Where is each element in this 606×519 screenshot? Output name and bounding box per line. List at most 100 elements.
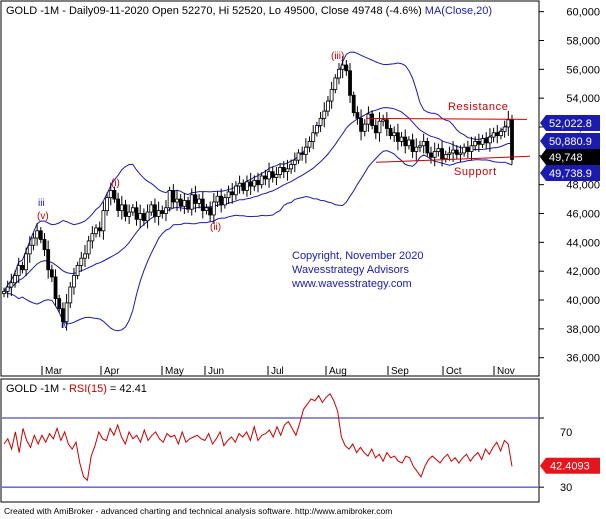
price-candle [414, 138, 419, 161]
price-plot [2, 51, 531, 332]
price-candle [300, 146, 305, 161]
price-candle [499, 127, 503, 140]
price-candle [270, 166, 275, 183]
price-candle [322, 102, 327, 128]
price-candle [153, 198, 157, 223]
rsi-axis: 70 30 42.4093 [539, 417, 600, 494]
price-tag-label: 52,022.8 [549, 118, 592, 130]
price-candle [141, 208, 146, 226]
price-candle [86, 235, 91, 259]
rsi-value: = 42.41 [110, 383, 147, 395]
price-candle [502, 120, 507, 138]
price-candle [359, 109, 363, 141]
price-candle [454, 145, 459, 160]
price-tag-label: 49,738.9 [549, 168, 592, 180]
chart-header: GOLD -1M - Daily09-11-2020 Open 52270, H… [6, 5, 492, 17]
price-candle [164, 200, 168, 222]
price-candle [204, 203, 209, 215]
price-tick-label: 60,000 [566, 7, 600, 19]
price-candle [119, 195, 124, 220]
price-candle [281, 161, 286, 179]
price-candle [351, 91, 356, 117]
price-candle [366, 106, 371, 132]
price-candle [112, 186, 117, 203]
wave-label-ii: (ii) [210, 222, 221, 233]
moving-average-line [3, 107, 513, 292]
header-low-label: Lo [269, 5, 281, 17]
support-line [375, 155, 531, 163]
rsi-title-prefix: GOLD -1M - [6, 383, 69, 395]
price-tick-label: 56,000 [566, 64, 600, 76]
rsi-indicator: RSI(15) [69, 383, 107, 395]
price-candle [245, 175, 249, 197]
price-candle [208, 201, 213, 222]
price-tick-label: 44,000 [566, 237, 600, 249]
price-candle [31, 232, 36, 251]
rsi-pane-frame [0, 378, 540, 503]
price-candle [440, 140, 444, 167]
price-candle [16, 257, 21, 284]
price-candle [9, 273, 14, 296]
header-close: 49748 [352, 5, 383, 17]
price-candle [200, 191, 205, 219]
header-open-label: Open [152, 5, 179, 17]
price-candle [241, 179, 246, 195]
price-candle [473, 136, 478, 151]
price-candle [35, 223, 40, 246]
price-candle [42, 233, 47, 256]
price-candle [160, 205, 165, 219]
price-candle [491, 127, 496, 143]
price-candle [510, 114, 514, 165]
price-candle [303, 138, 308, 164]
footer-text: Created with AmiBroker - advanced charti… [4, 506, 392, 516]
header-change: (-4.6%) [386, 5, 422, 17]
price-candle [234, 181, 238, 200]
price-tick-label: 58,000 [566, 35, 600, 47]
support-label: Support [454, 166, 497, 178]
rsi-tag-label: 42.4093 [550, 461, 590, 473]
wave-label-iii-top: (iii) [331, 51, 344, 62]
price-candle [68, 282, 73, 308]
price-candle [296, 149, 301, 164]
price-candle [46, 240, 51, 279]
price-candle [252, 175, 257, 192]
price-candle [193, 185, 198, 213]
month-label: Apr [104, 366, 120, 377]
price-candle [333, 74, 338, 94]
price-tag: 50,880.9 [540, 133, 600, 149]
rsi-title: GOLD -1M - RSI(15) = 42.41 [6, 383, 147, 395]
price-candle [267, 162, 271, 188]
price-candle [451, 141, 456, 162]
price-candle [105, 192, 109, 216]
header-high-label: Hi [219, 5, 229, 17]
price-candle [418, 140, 422, 153]
header-ma-label: MA(Close,20) [425, 5, 492, 17]
price-candle [384, 112, 389, 137]
price-candle [307, 136, 312, 153]
price-candle [83, 244, 87, 268]
price-candle [488, 128, 492, 152]
price-candle [429, 146, 433, 164]
price-candle [425, 137, 430, 157]
price-candle [60, 302, 65, 328]
month-label: Mar [45, 366, 63, 377]
price-tag-label: 50,880.9 [549, 136, 592, 148]
price-candle [469, 136, 474, 161]
price-candle [410, 133, 415, 158]
price-candle [226, 185, 231, 204]
price-candle [123, 199, 128, 222]
price-candle [278, 163, 282, 179]
price-candle [344, 59, 349, 76]
resistance-line [365, 117, 528, 120]
price-candle [421, 133, 426, 154]
price-tag-label: 49,748 [549, 152, 583, 164]
price-candle [145, 204, 150, 229]
price-tick-label: 38,000 [566, 324, 600, 336]
price-candle [373, 119, 378, 140]
price-candle [75, 261, 80, 280]
header-low: 49500 [284, 5, 315, 17]
price-candle [311, 125, 316, 150]
resistance-label: Resistance [448, 101, 508, 113]
rsi-tick-label: 70 [560, 427, 572, 439]
